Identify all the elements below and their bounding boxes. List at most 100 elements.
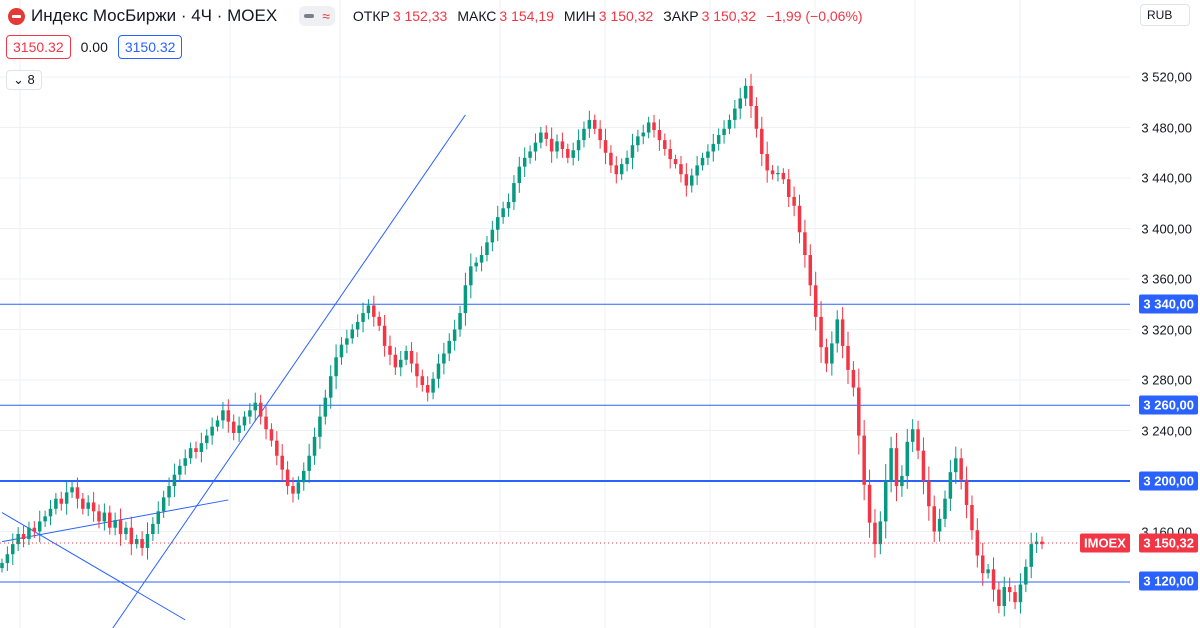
candle-body (458, 313, 462, 330)
candle-body (172, 474, 177, 487)
grid (0, 0, 1130, 628)
candle (178, 459, 182, 482)
candle (425, 376, 430, 402)
candle (921, 437, 926, 495)
candle-body (770, 170, 775, 175)
candle (447, 333, 452, 362)
candle-body (668, 148, 672, 160)
candle-body (614, 165, 619, 175)
ohlc-low: МИН 3 150,32 (563, 8, 654, 24)
level-badge-3120: 3 120,00 (1139, 571, 1198, 591)
candle-body (641, 132, 645, 137)
y-tick-label: 3 480,00 (1141, 120, 1192, 135)
indicators-count: 8 (27, 72, 35, 87)
candle (571, 142, 575, 166)
candle-body (560, 141, 565, 149)
candle-body (760, 128, 764, 155)
candle-body (210, 426, 214, 436)
candle (205, 429, 209, 450)
candle-body (377, 316, 381, 326)
minus-icon (304, 14, 315, 18)
candle (954, 446, 958, 484)
candle (711, 133, 716, 162)
candle (420, 369, 425, 392)
candle (733, 100, 737, 129)
candle-body (463, 285, 468, 314)
candle (86, 495, 90, 517)
candle-body (743, 85, 748, 99)
candle (334, 344, 338, 390)
candle (242, 411, 247, 431)
candle-body (258, 402, 263, 417)
candle-body (797, 205, 802, 233)
trade-panel: 3150.32 0.00 3150.32 (6, 35, 183, 59)
candle (964, 466, 969, 519)
y-tick-label: 3 280,00 (1141, 372, 1192, 388)
candle (291, 477, 295, 503)
candle (323, 389, 328, 425)
candle (404, 345, 408, 366)
candle-body (248, 410, 252, 417)
spread-value: 0.00 (80, 39, 108, 55)
indicator-toggle[interactable]: ≈ (299, 6, 335, 26)
candle-body (970, 504, 974, 531)
candle (199, 432, 204, 463)
candle-body (689, 175, 694, 186)
currency-button[interactable]: RUB (1140, 4, 1190, 26)
candle (350, 324, 355, 344)
candle (657, 119, 662, 151)
candle-body (334, 357, 338, 377)
candle (555, 134, 559, 159)
candle-body (603, 140, 608, 153)
candle-body (178, 465, 182, 475)
indicators-collapse-button[interactable]: ⌄ 8 (6, 70, 42, 90)
candle-body (496, 217, 500, 230)
candle (496, 205, 500, 242)
horizontal-levels (0, 303, 1130, 583)
candle-body (350, 329, 355, 339)
candle (452, 319, 457, 351)
candle (388, 335, 392, 366)
candle (32, 521, 37, 539)
candle (560, 132, 565, 158)
candle-body (619, 164, 624, 175)
candle-body (857, 387, 861, 436)
candle-body (684, 174, 689, 186)
candle (991, 557, 996, 602)
candle (490, 220, 495, 252)
candle (5, 546, 10, 571)
candle (867, 469, 872, 538)
ohlc-high: МАКС 3 154,19 (457, 8, 554, 24)
candle-body (1002, 587, 1007, 606)
candle-body (1007, 587, 1012, 593)
sell-button[interactable]: 3150.32 (6, 35, 71, 59)
candle (652, 114, 656, 138)
candle-body (226, 410, 231, 422)
candle (377, 311, 381, 332)
candle (980, 542, 985, 586)
symbol-logo-icon (8, 7, 25, 25)
candles (0, 73, 1044, 617)
candle-body (711, 143, 716, 152)
candle-body (231, 421, 236, 434)
candle-body (630, 145, 635, 158)
candle-body (862, 435, 866, 485)
candle-body (706, 151, 710, 158)
candle (226, 399, 231, 433)
candle-body (921, 450, 926, 481)
candle-body (501, 208, 505, 218)
candle-body (539, 132, 543, 143)
symbol-title[interactable]: Индекс МосБиржи · 4Ч · MOEX (31, 6, 278, 25)
candle (808, 244, 813, 297)
candle (668, 139, 672, 169)
candle-body (404, 350, 408, 360)
candle (1002, 576, 1007, 617)
candle-body (738, 98, 742, 109)
candle (215, 415, 220, 432)
candle (145, 522, 150, 560)
candle (797, 194, 802, 244)
buy-button[interactable]: 3150.32 (117, 35, 183, 59)
candle (878, 511, 883, 555)
candle-body (609, 152, 613, 166)
